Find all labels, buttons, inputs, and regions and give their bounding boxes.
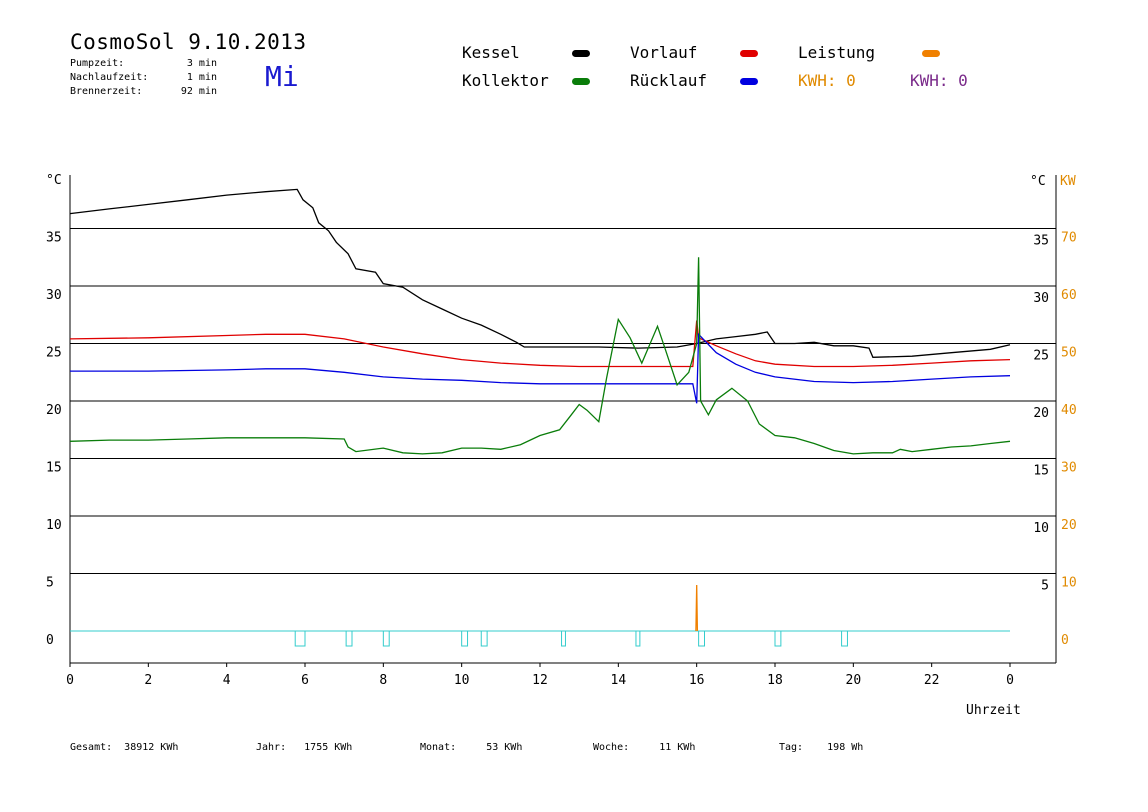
x-tick-8: 16 <box>689 673 705 688</box>
chart-axes <box>69 175 1057 664</box>
series-kollektor <box>69 257 1011 455</box>
y2-tick-60: 60 <box>1061 288 1077 303</box>
y-tick-left-30: 30 <box>46 288 62 303</box>
legend-kwh-orange: KWH: 0 <box>798 71 856 90</box>
y-tick-right-5: 5 <box>1041 579 1049 594</box>
pump-pulse-4 <box>480 631 488 647</box>
y2-tick-0: 0 <box>1061 633 1069 648</box>
stat-nachlaufzeit-label: Nachlaufzeit: <box>70 72 149 83</box>
y-tick-left-20: 20 <box>46 403 62 418</box>
pump-pulse-7 <box>698 631 705 647</box>
y2-tick-50: 50 <box>1061 346 1077 361</box>
series-vorlauf <box>69 320 1011 368</box>
y-tick-left-25: 25 <box>46 346 62 361</box>
y-tick-left-5: 5 <box>46 576 54 591</box>
x-tick-6: 12 <box>532 673 548 688</box>
legend-kessel-label: Kessel <box>462 43 520 62</box>
chart-grid <box>70 228 1056 574</box>
pump-pulse-8 <box>774 631 782 647</box>
y-tick-right-25: 25 <box>1033 349 1049 364</box>
x-tick-12: 0 <box>1006 673 1014 688</box>
x-axis-label: Uhrzeit <box>966 703 1021 718</box>
x-tick-2: 4 <box>223 673 231 688</box>
stat-pumpzeit-value: 3 min <box>186 58 217 69</box>
footer-woche: Woche: 11 KWh <box>593 742 696 753</box>
x-tick-4: 8 <box>379 673 387 688</box>
legend-vorlauf-swatch <box>740 50 758 57</box>
pump-pulse-9 <box>841 631 848 647</box>
pump-pulse-2 <box>382 631 390 647</box>
footer-tag: Tag: 198 Wh <box>779 742 864 753</box>
legend-kwh-purple: KWH: 0 <box>910 71 968 90</box>
pump-pulse-5 <box>561 631 566 647</box>
legend-leistung-swatch <box>922 50 940 57</box>
chart-series <box>69 188 1011 632</box>
x-tick-5: 10 <box>454 673 470 688</box>
x-tick-11: 22 <box>924 673 940 688</box>
y-axis-right-unit: °C <box>1030 174 1046 189</box>
footer-jahr: Jahr: 1755 KWh <box>256 742 353 753</box>
legend-vorlauf-label: Vorlauf <box>630 43 698 62</box>
y2-tick-20: 20 <box>1061 518 1077 533</box>
legend-kessel-swatch <box>572 50 590 57</box>
y-tick-right-20: 20 <box>1033 406 1049 421</box>
stat-brennerzeit-label: Brennerzeit: <box>70 86 143 97</box>
pump-pulses <box>294 631 848 647</box>
y-tick-right-35: 35 <box>1033 234 1049 249</box>
y-tick-right-30: 30 <box>1033 291 1049 306</box>
footer-gesamt: Gesamt: 38912 KWh <box>70 742 179 753</box>
y-tick-right-10: 10 <box>1033 521 1049 536</box>
x-tick-9: 18 <box>767 673 783 688</box>
series-kessel <box>69 188 1011 358</box>
weekday-label: Mi <box>265 60 299 93</box>
stat-nachlaufzeit-value: 1 min <box>186 72 217 83</box>
legend-kollektor-swatch <box>572 78 590 85</box>
x-tick-10: 20 <box>846 673 862 688</box>
stat-brennerzeit-value: 92 min <box>180 86 217 97</box>
series-ruecklauf <box>70 332 1011 404</box>
y-tick-left-15: 15 <box>46 461 62 476</box>
y-tick-left-0: 0 <box>46 633 54 648</box>
y-axis-left-unit: °C <box>46 173 62 188</box>
y-tick-right-15: 15 <box>1033 464 1049 479</box>
series-leistung <box>695 584 699 632</box>
x-tick-3: 6 <box>301 673 309 688</box>
pump-pulse-6 <box>635 631 641 647</box>
y-tick-left-10: 10 <box>46 518 62 533</box>
pump-pulse-1 <box>345 631 353 647</box>
page-title: CosmoSol 9.10.2013 <box>70 30 307 54</box>
legend-ruecklauf-swatch <box>740 78 758 85</box>
x-tick-1: 2 <box>144 673 152 688</box>
pump-pulse-3 <box>461 631 469 647</box>
pump-pulse-0 <box>294 631 306 647</box>
legend-kollektor-label: Kollektor <box>462 71 549 90</box>
legend-leistung-label: Leistung <box>798 43 876 62</box>
x-tick-0: 0 <box>66 673 74 688</box>
y2-tick-10: 10 <box>1061 576 1077 591</box>
y2-tick-30: 30 <box>1061 461 1077 476</box>
y2-tick-40: 40 <box>1061 403 1077 418</box>
x-tick-7: 14 <box>611 673 627 688</box>
legend-ruecklauf-label: Rücklauf <box>630 71 708 90</box>
stat-pumpzeit-label: Pumpzeit: <box>70 58 125 69</box>
footer-monat: Monat: 53 KWh <box>420 742 523 753</box>
y-tick-left-35: 35 <box>46 231 62 246</box>
y-axis-right2-unit: KW <box>1060 174 1076 189</box>
y2-tick-70: 70 <box>1061 231 1077 246</box>
